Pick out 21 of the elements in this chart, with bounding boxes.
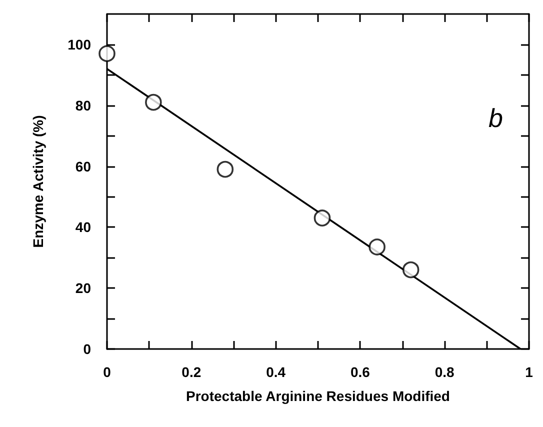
y-tick-label: 0 (83, 341, 92, 357)
point (216, 160, 234, 178)
y-tick-label: 20 (75, 280, 92, 296)
x-tick-label: 0.6 (350, 364, 370, 380)
point (314, 210, 331, 226)
annotation: b (488, 103, 504, 133)
y-tick-label: 100 (68, 36, 92, 52)
point (402, 261, 420, 278)
point (368, 238, 386, 256)
y-tick-label: 40 (75, 219, 92, 236)
y-axis-title: Enzyme Activity (%) (30, 115, 46, 248)
x-tick-label: 0.4 (266, 364, 286, 380)
x-tick-label: 0.8 (434, 364, 455, 380)
y-tick-label: 80 (75, 97, 92, 114)
point (145, 94, 162, 111)
x-tick-label: 0 (103, 364, 112, 380)
x-axis-title: Protectable Arginine Residues Modified (186, 388, 450, 404)
point (98, 45, 116, 62)
x-tick-label: 1 (525, 364, 534, 380)
y-tick-label: 60 (75, 158, 92, 174)
x-tick-label: 0.2 (182, 364, 202, 380)
